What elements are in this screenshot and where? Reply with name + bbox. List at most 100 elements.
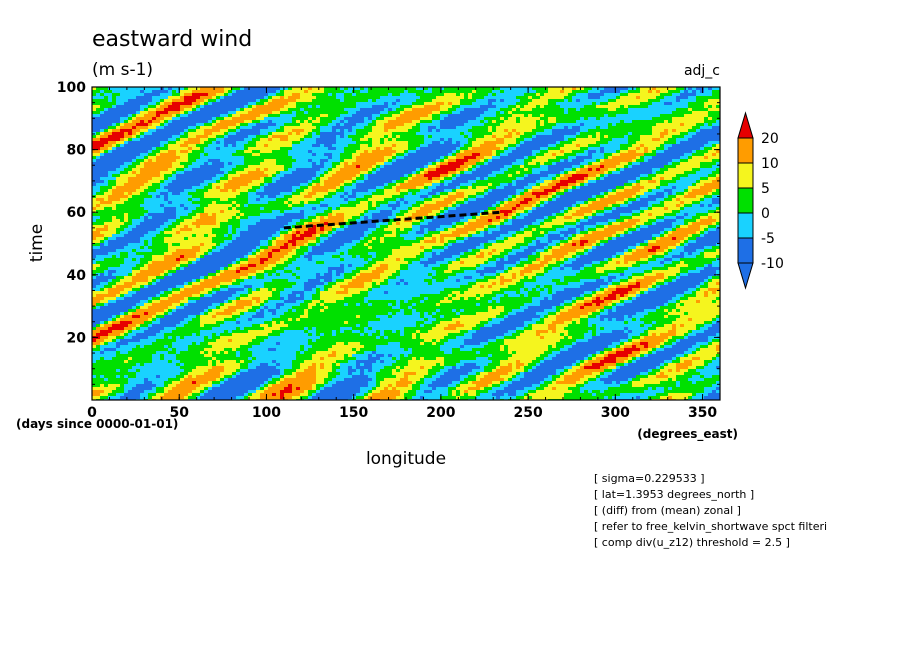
- heatmap-cell: [304, 156, 309, 160]
- heatmap-cell: [216, 132, 221, 136]
- heatmap-cell: [448, 171, 453, 175]
- heatmap-cell: [104, 177, 109, 181]
- heatmap-cell: [620, 150, 625, 154]
- heatmap-cell: [260, 129, 265, 133]
- heatmap-cell: [588, 150, 593, 154]
- heatmap-cell: [440, 150, 445, 154]
- heatmap-cell: [680, 132, 685, 136]
- heatmap-cell: [196, 147, 201, 151]
- heatmap-cell: [156, 105, 161, 109]
- heatmap-cell: [532, 114, 537, 118]
- heatmap-cell: [308, 165, 313, 169]
- heatmap-cell: [612, 129, 617, 133]
- heatmap-cell: [320, 153, 325, 157]
- heatmap-cell: [528, 144, 533, 148]
- heatmap-cell: [204, 105, 209, 109]
- heatmap-cell: [608, 132, 613, 136]
- heatmap-cell: [692, 165, 697, 169]
- heatmap-cell: [676, 114, 681, 118]
- heatmap-cell: [244, 156, 249, 160]
- heatmap-cell: [688, 159, 693, 163]
- heatmap-cell: [648, 138, 653, 142]
- heatmap-cell: [600, 144, 605, 148]
- heatmap-cell: [412, 129, 417, 133]
- heatmap-cell: [436, 126, 441, 130]
- heatmap-cell: [468, 123, 473, 127]
- heatmap-cell: [172, 168, 177, 172]
- heatmap-cell: [268, 150, 273, 154]
- heatmap-cell: [220, 177, 225, 181]
- heatmap-cell: [496, 180, 501, 184]
- heatmap-cell: [268, 165, 273, 169]
- heatmap-cell: [704, 123, 709, 127]
- heatmap-cell: [604, 147, 609, 151]
- heatmap-cell: [440, 117, 445, 121]
- heatmap-cell: [708, 108, 713, 112]
- heatmap-cell: [580, 168, 585, 172]
- heatmap-cell: [472, 99, 477, 103]
- heatmap-cell: [136, 174, 141, 178]
- heatmap-cell: [332, 171, 337, 175]
- heatmap-cell: [424, 153, 429, 157]
- heatmap-cell: [520, 162, 525, 166]
- heatmap-cell: [412, 114, 417, 118]
- heatmap-cell: [592, 174, 597, 178]
- heatmap-cell: [108, 165, 113, 169]
- heatmap-cell: [580, 138, 585, 142]
- heatmap-cell: [704, 153, 709, 157]
- heatmap-cell: [492, 93, 497, 97]
- heatmap-cell: [380, 111, 385, 115]
- heatmap-cell: [144, 108, 149, 112]
- heatmap-cell: [424, 126, 429, 130]
- heatmap-cell: [656, 132, 661, 136]
- heatmap-cell: [284, 153, 289, 157]
- heatmap-cell: [488, 162, 493, 166]
- heatmap-cell: [364, 102, 369, 106]
- heatmap-cell: [520, 111, 525, 115]
- heatmap-cell: [476, 150, 481, 154]
- heatmap-cell: [292, 153, 297, 157]
- heatmap-cell: [684, 126, 689, 130]
- heatmap-cell: [468, 105, 473, 109]
- heatmap-cell: [592, 177, 597, 181]
- heatmap-cell: [404, 180, 409, 184]
- heatmap-cell: [680, 174, 685, 178]
- heatmap-cell: [476, 87, 481, 91]
- heatmap-cell: [172, 132, 177, 136]
- heatmap-cell: [652, 114, 657, 118]
- heatmap-cell: [636, 162, 641, 166]
- heatmap-cell: [448, 93, 453, 97]
- heatmap-cell: [680, 135, 685, 139]
- heatmap-cell: [244, 138, 249, 142]
- heatmap-cell: [572, 114, 577, 118]
- heatmap-cell: [676, 165, 681, 169]
- heatmap-cell: [688, 105, 693, 109]
- heatmap-cell: [484, 159, 489, 163]
- heatmap-cell: [572, 171, 577, 175]
- heatmap-cell: [380, 180, 385, 184]
- heatmap-cell: [568, 144, 573, 148]
- heatmap-cell: [136, 96, 141, 100]
- heatmap-cell: [564, 90, 569, 94]
- heatmap-cell: [536, 108, 541, 112]
- heatmap-cell: [664, 90, 669, 94]
- heatmap-cell: [124, 150, 129, 154]
- heatmap-cell: [668, 96, 673, 100]
- heatmap-cell: [332, 90, 337, 94]
- heatmap-cell: [496, 144, 501, 148]
- heatmap-cell: [464, 120, 469, 124]
- heatmap-cell: [332, 165, 337, 169]
- heatmap-cell: [524, 111, 529, 115]
- heatmap-cell: [564, 180, 569, 184]
- heatmap-cell: [608, 114, 613, 118]
- heatmap-cell: [168, 126, 173, 130]
- heatmap-cell: [308, 126, 313, 130]
- heatmap-cell: [440, 102, 445, 106]
- heatmap-cell: [124, 87, 129, 91]
- heatmap-cell: [168, 168, 173, 172]
- heatmap-cell: [200, 90, 205, 94]
- heatmap-cell: [140, 141, 145, 145]
- heatmap-cell: [272, 87, 277, 91]
- heatmap-cell: [284, 102, 289, 106]
- heatmap-cell: [324, 165, 329, 169]
